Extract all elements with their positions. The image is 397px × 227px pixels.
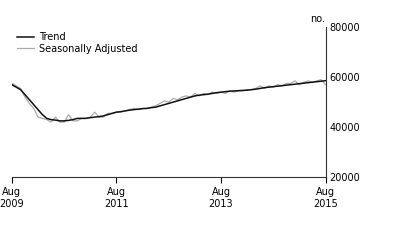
Legend: Trend, Seasonally Adjusted: Trend, Seasonally Adjusted xyxy=(17,32,138,54)
Text: no.: no. xyxy=(310,14,326,24)
